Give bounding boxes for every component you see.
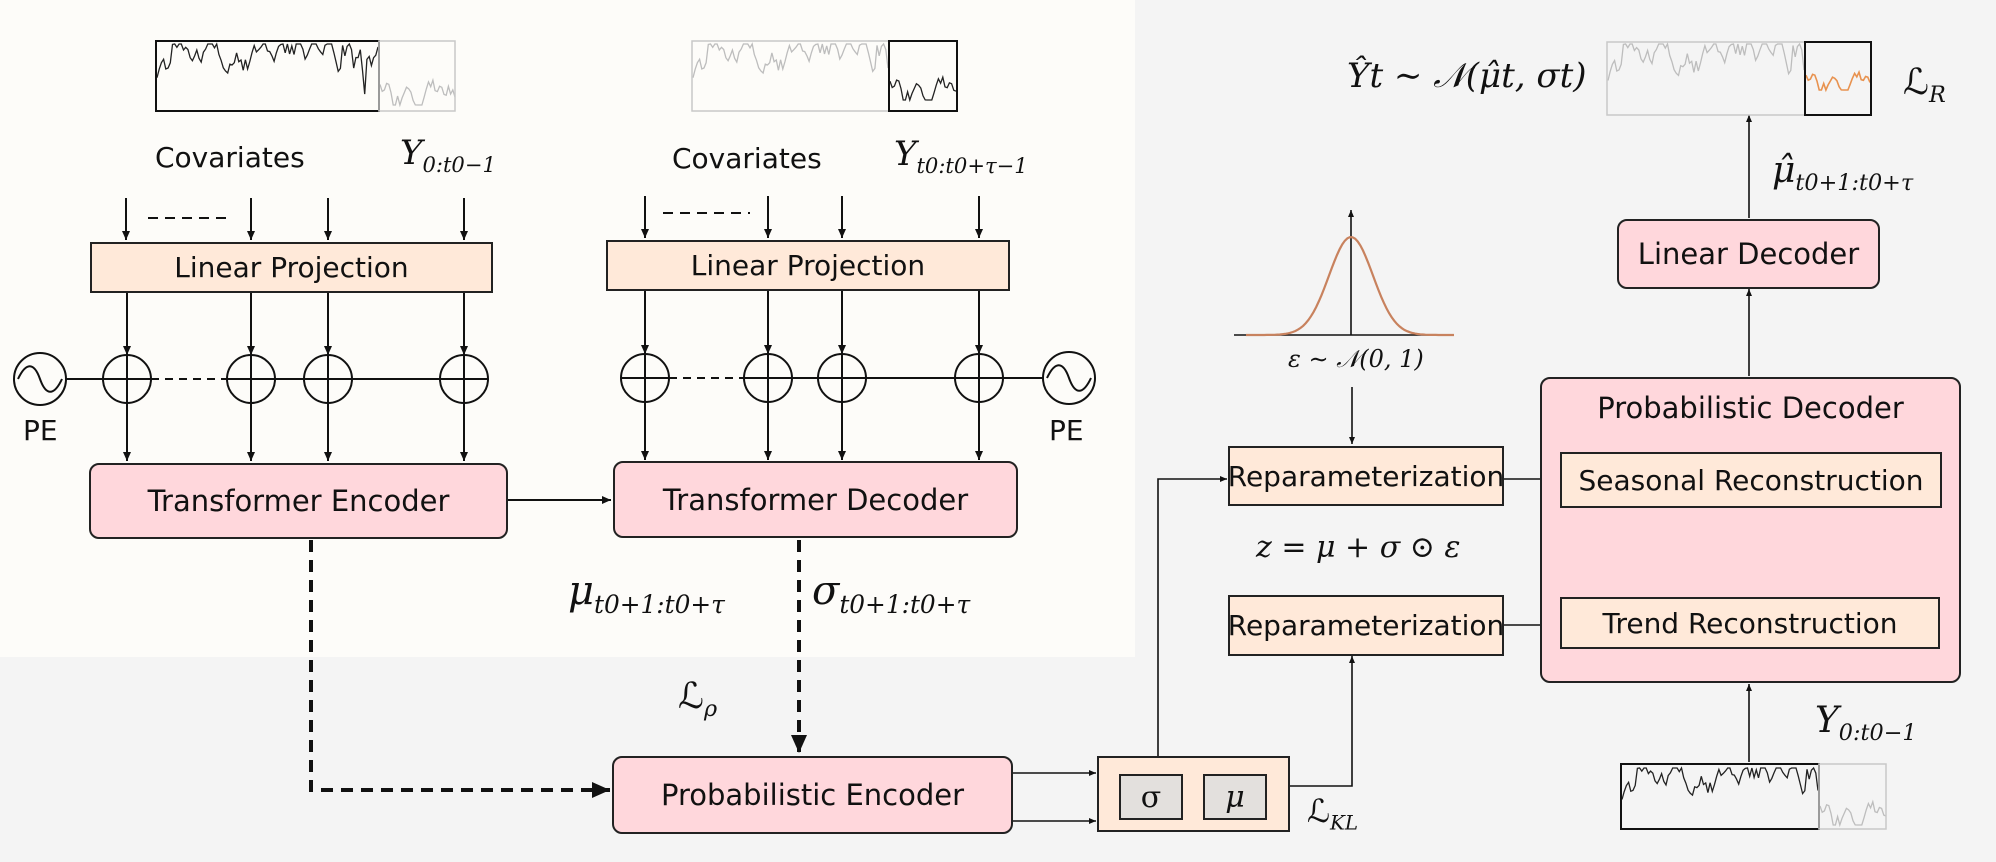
decoder-linear-projection: Linear Projection [606,240,1010,291]
gaussian-plot [1234,210,1454,337]
decoder-input-arrows [641,196,983,238]
transformer-decoder-block: Transformer Decoder [613,461,1018,538]
encoder-latent-dashed-arrow [309,540,610,798]
encoder-projection-arrows [123,293,468,355]
sigma-output-label: σt0+1:t0+τ [812,568,971,619]
encoder-to-params-arrows [1012,770,1096,824]
mu-hat-label: μ̂t0+1:t0+τ [1772,150,1914,197]
pe-icon [13,352,67,406]
encoder-covariates-label: Covariates [155,141,305,174]
encoder-linear-projection: Linear Projection [90,242,493,293]
loss-r-label: ℒR [1903,62,1946,109]
reparameterization-formula: z = μ + σ ⊙ ε [1256,530,1461,565]
transformer-encoder-block: Transformer Encoder [89,463,508,539]
decoder-target-label: Yt0:t0+τ−1 [894,134,1028,178]
decoder-pe-label: PE [1049,414,1084,447]
reparameterization-bottom: Reparameterization [1228,595,1504,656]
loss-kl-label: ℒKL [1307,792,1359,835]
loss-rho-label: ℒρ [678,676,718,723]
probabilistic-encoder-block: Probabilistic Encoder [612,756,1013,834]
probabilistic-decoder-title: Probabilistic Decoder [1597,391,1904,425]
latent-parameters-box: σ μ [1097,756,1290,832]
mu-to-reparam-arrow [1290,656,1355,787]
sigma-parameter: σ [1119,774,1183,820]
mu-output-label: μt0+1:t0+τ [568,568,725,619]
encoder-to-block-arrows [123,403,468,461]
noise-formula-label: ε ∼ 𝒩(0, 1) [1288,345,1424,373]
trend-reconstruction-block: Trend Reconstruction [1560,597,1940,649]
sigma-to-reparam-arrow [1157,476,1227,756]
mu-parameter: μ [1203,774,1267,820]
pe-icon [1042,351,1096,405]
reparameterization-top: Reparameterization [1228,446,1504,506]
linear-decoder-block: Linear Decoder [1617,219,1880,289]
encoder-series-thumbnail [155,40,456,112]
encoder-pe-label: PE [23,414,58,447]
output-distribution-label: Ŷt ∼ 𝒩(μ̂t, σt) [1347,56,1587,96]
decoder-input-label: Y0:t0−1 [1815,700,1917,747]
seasonal-reconstruction-block: Seasonal Reconstruction [1560,452,1942,508]
encoder-input-arrows [122,198,468,240]
decoder-series-thumbnail [691,40,958,112]
encoder-target-label: Y0:t0−1 [400,133,496,177]
input-series-thumbnail [1620,763,1887,830]
transformer-panel [0,0,1135,657]
forecast-series-thumbnail [1606,41,1872,116]
decoder-to-block-arrows [641,402,983,460]
decoder-covariates-label: Covariates [672,142,822,175]
decoder-projection-arrows [641,291,983,354]
